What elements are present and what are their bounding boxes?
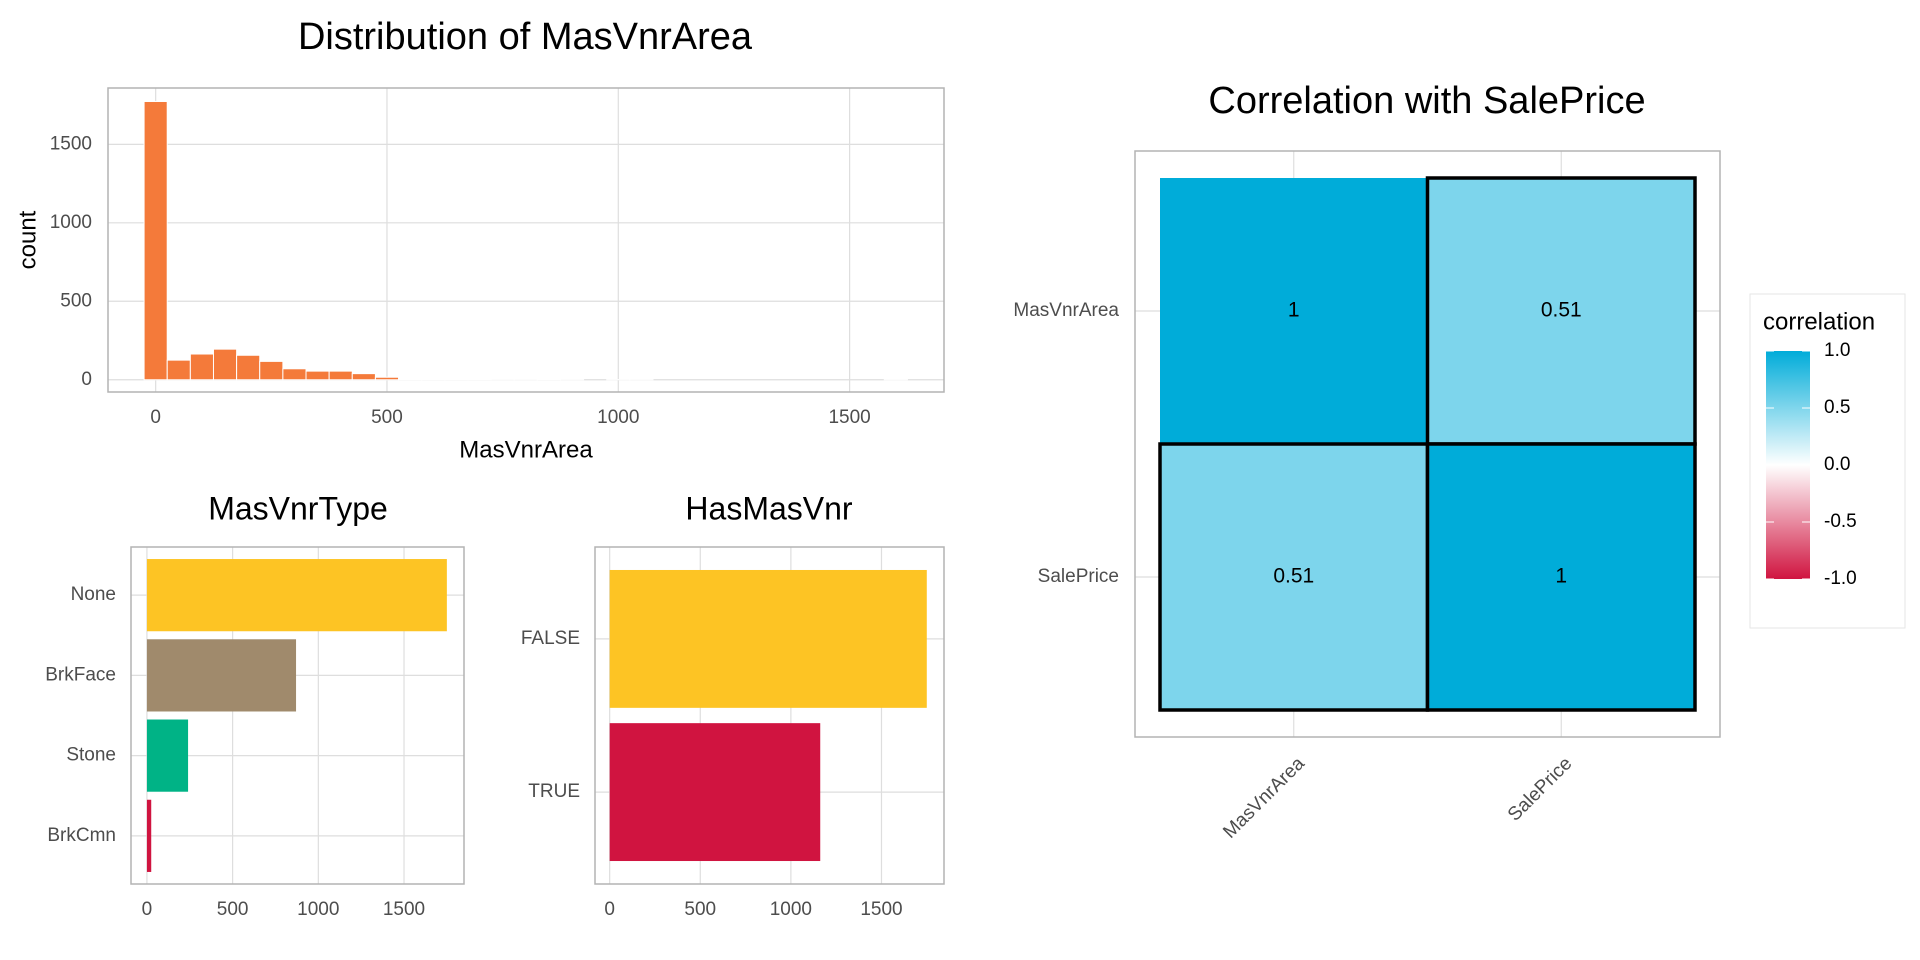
x-tick-label: MasVnrArea	[1219, 753, 1309, 843]
heatmap-cell	[1160, 178, 1428, 444]
x-tick-label: 500	[371, 407, 403, 428]
x-tick-label: 1500	[828, 407, 870, 428]
panel-border	[1134, 150, 1721, 738]
panel-border	[130, 546, 465, 885]
histogram-bar	[143, 100, 168, 381]
y-axis-label: count	[14, 210, 41, 269]
chart-title: Correlation with SalePrice	[1208, 80, 1645, 122]
y-tick-label: 1000	[50, 212, 92, 233]
legend-tick-label: 0.5	[1824, 397, 1850, 418]
x-tick-label: 1500	[860, 899, 902, 920]
x-tick-label: 1000	[770, 899, 812, 920]
y-tick-label: SalePrice	[1038, 566, 1119, 587]
x-axis-label: MasVnrArea	[459, 436, 593, 463]
bar	[146, 559, 447, 632]
y-tick-label: None	[71, 584, 116, 605]
x-tick-label: 1500	[383, 899, 425, 920]
x-tick-label: 500	[217, 899, 249, 920]
x-tick-label: 0	[604, 899, 615, 920]
y-tick-label: 1500	[50, 133, 92, 154]
cell-label: 1	[1288, 299, 1300, 322]
legend-title: correlation	[1763, 308, 1875, 335]
x-tick-label: 0	[142, 899, 153, 920]
legend-tick-label: 0.0	[1824, 454, 1850, 475]
cell-label: 1	[1555, 565, 1567, 588]
cell-label: 0.51	[1541, 299, 1582, 322]
bar	[146, 719, 189, 792]
y-tick-label: TRUE	[528, 781, 580, 802]
panel-border	[107, 87, 945, 393]
x-tick-label: 500	[684, 899, 716, 920]
y-tick-label: MasVnrArea	[1013, 300, 1119, 321]
bar	[609, 723, 821, 862]
legend-tick-label: 1.0	[1824, 340, 1850, 361]
histogram-bar	[351, 373, 376, 381]
histogram-bar	[305, 370, 330, 381]
x-tick-label: 0	[150, 407, 161, 428]
chart-title: HasMasVnr	[685, 490, 853, 526]
heatmap-cell	[1158, 442, 1430, 712]
histogram-bar	[189, 353, 214, 381]
histogram-bar	[398, 378, 423, 381]
x-tick-label: 1000	[297, 899, 339, 920]
legend-tick-label: -1.0	[1824, 568, 1857, 589]
chart-title: Distribution of MasVnrArea	[298, 16, 753, 58]
x-tick-label: 1000	[597, 407, 639, 428]
histogram-bar	[282, 368, 307, 381]
heatmap-cell	[1425, 176, 1697, 446]
y-tick-label: BrkCmn	[47, 825, 116, 846]
bar	[609, 569, 927, 708]
y-tick-label: BrkFace	[45, 664, 116, 685]
histogram-bar	[328, 370, 353, 381]
bar	[146, 799, 152, 872]
legend-tick-label: -0.5	[1824, 511, 1857, 532]
histogram-bar	[166, 359, 191, 381]
y-tick-label: Stone	[66, 745, 116, 766]
y-tick-label: FALSE	[521, 628, 580, 649]
y-tick-label: 0	[81, 369, 92, 390]
heatmap-cell	[1425, 442, 1697, 712]
chart-title: MasVnrType	[208, 490, 388, 526]
cell-label: 0.51	[1273, 565, 1314, 588]
histogram-bar	[236, 354, 261, 381]
y-tick-label: 500	[60, 290, 92, 311]
panel-border	[594, 546, 945, 885]
histogram-bar	[259, 360, 284, 381]
histogram-bar	[212, 348, 238, 381]
histogram-bar	[374, 376, 400, 381]
x-tick-label: SalePrice	[1504, 753, 1576, 825]
bar	[146, 639, 297, 712]
